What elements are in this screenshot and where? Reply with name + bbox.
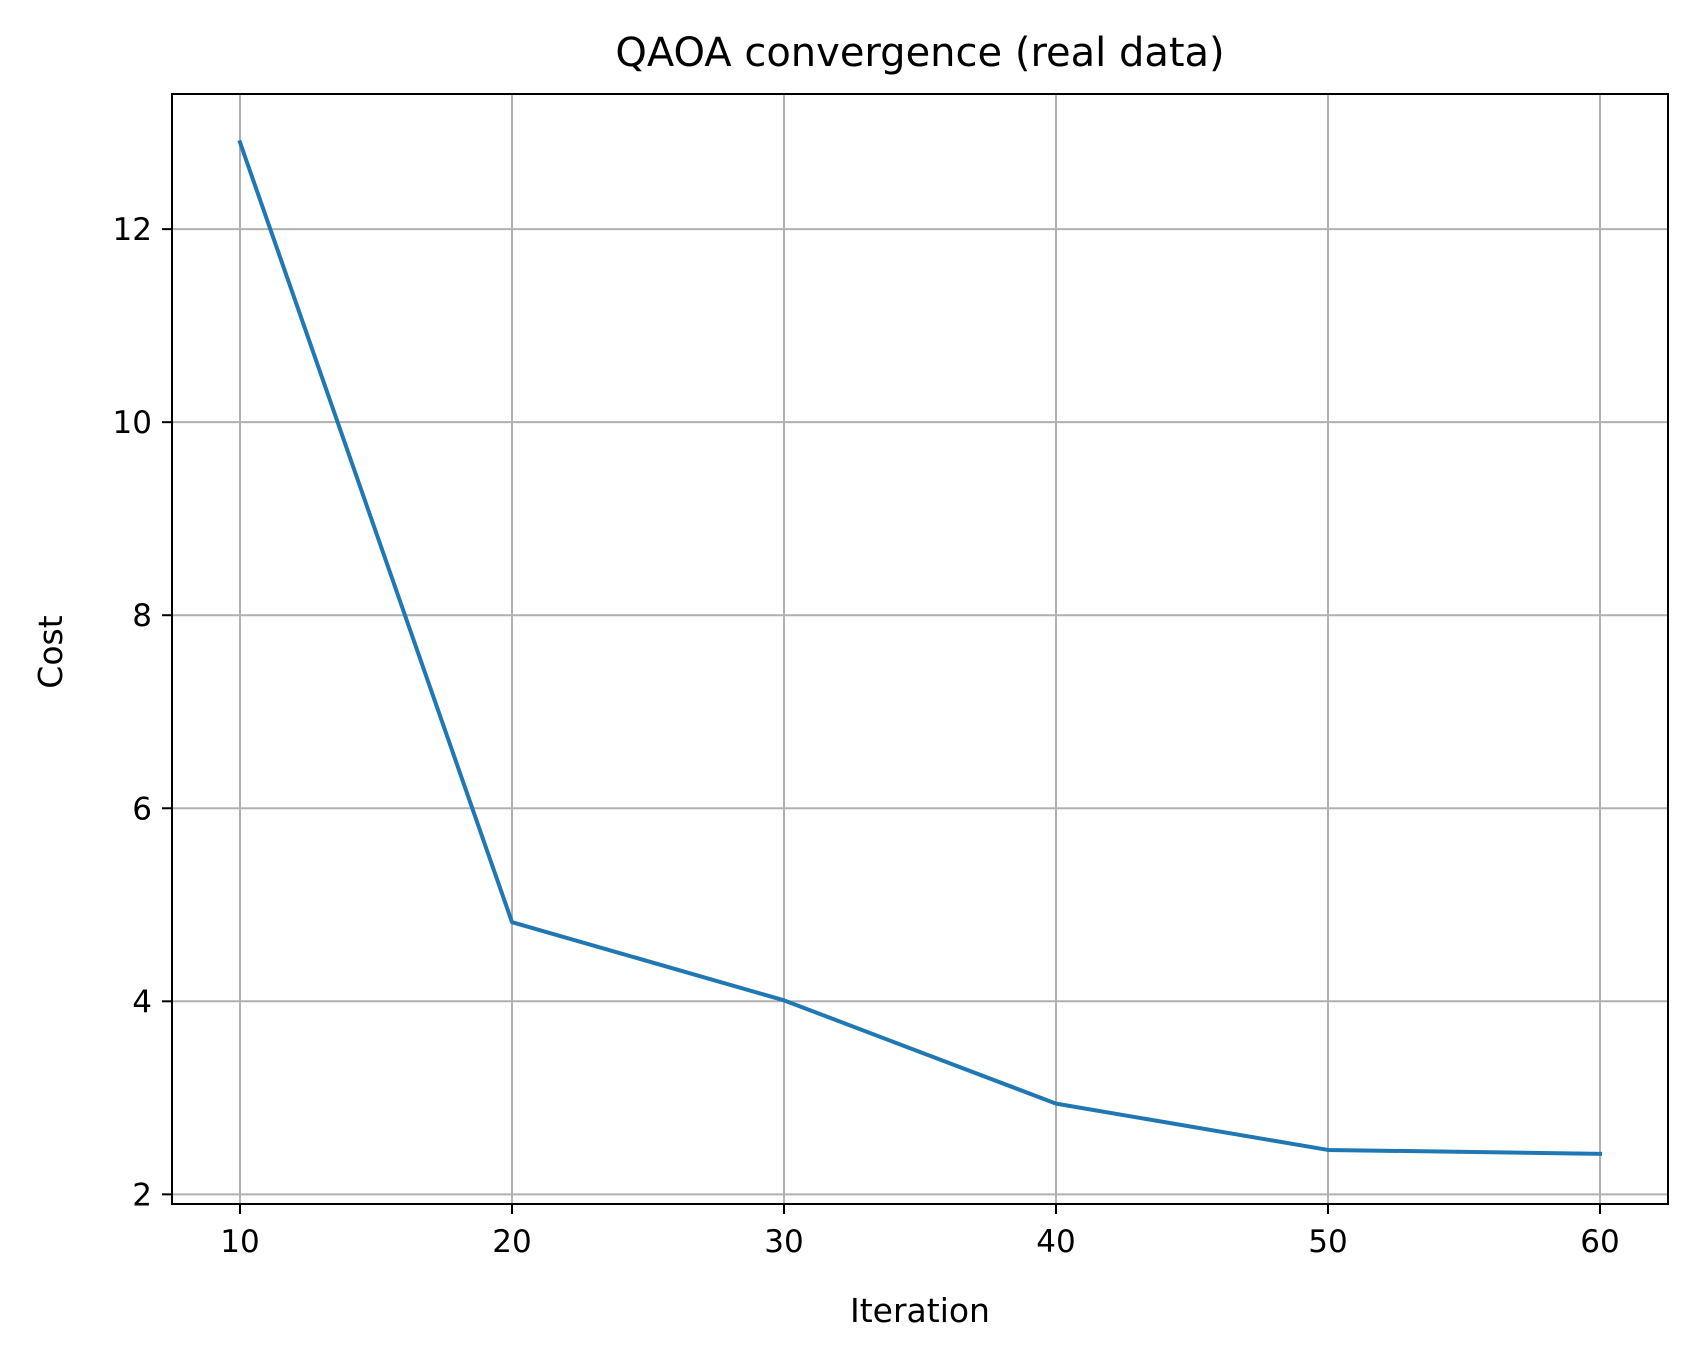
x-tick-label: 60 [1580,1224,1619,1260]
x-tick-label: 40 [1036,1224,1075,1260]
x-tick-label: 10 [220,1224,259,1260]
series-layer [237,139,1603,1156]
y-axis-label: Cost [31,615,70,688]
x-tick-label: 30 [764,1224,803,1260]
plot-frame [171,93,1669,1205]
y-tick-label: 2 [132,1177,152,1213]
x-axis-label: Iteration [850,1291,990,1330]
x-axis-ticks: 10 20 30 40 50 60 [220,1204,1620,1260]
y-tick-label: 12 [113,212,152,248]
y-tick-label: 6 [132,791,152,827]
x-tick-label: 50 [1308,1224,1347,1260]
y-tick-label: 8 [132,598,152,634]
x-tick-label: 20 [492,1224,531,1260]
chart-title: QAOA convergence (real data) [615,30,1224,76]
series-line [237,139,1603,1156]
y-axis-ticks: 2 4 6 8 10 12 [113,212,172,1213]
y-tick-label: 4 [132,984,152,1020]
y-tick-label: 10 [113,405,152,441]
grid [172,94,1668,1204]
